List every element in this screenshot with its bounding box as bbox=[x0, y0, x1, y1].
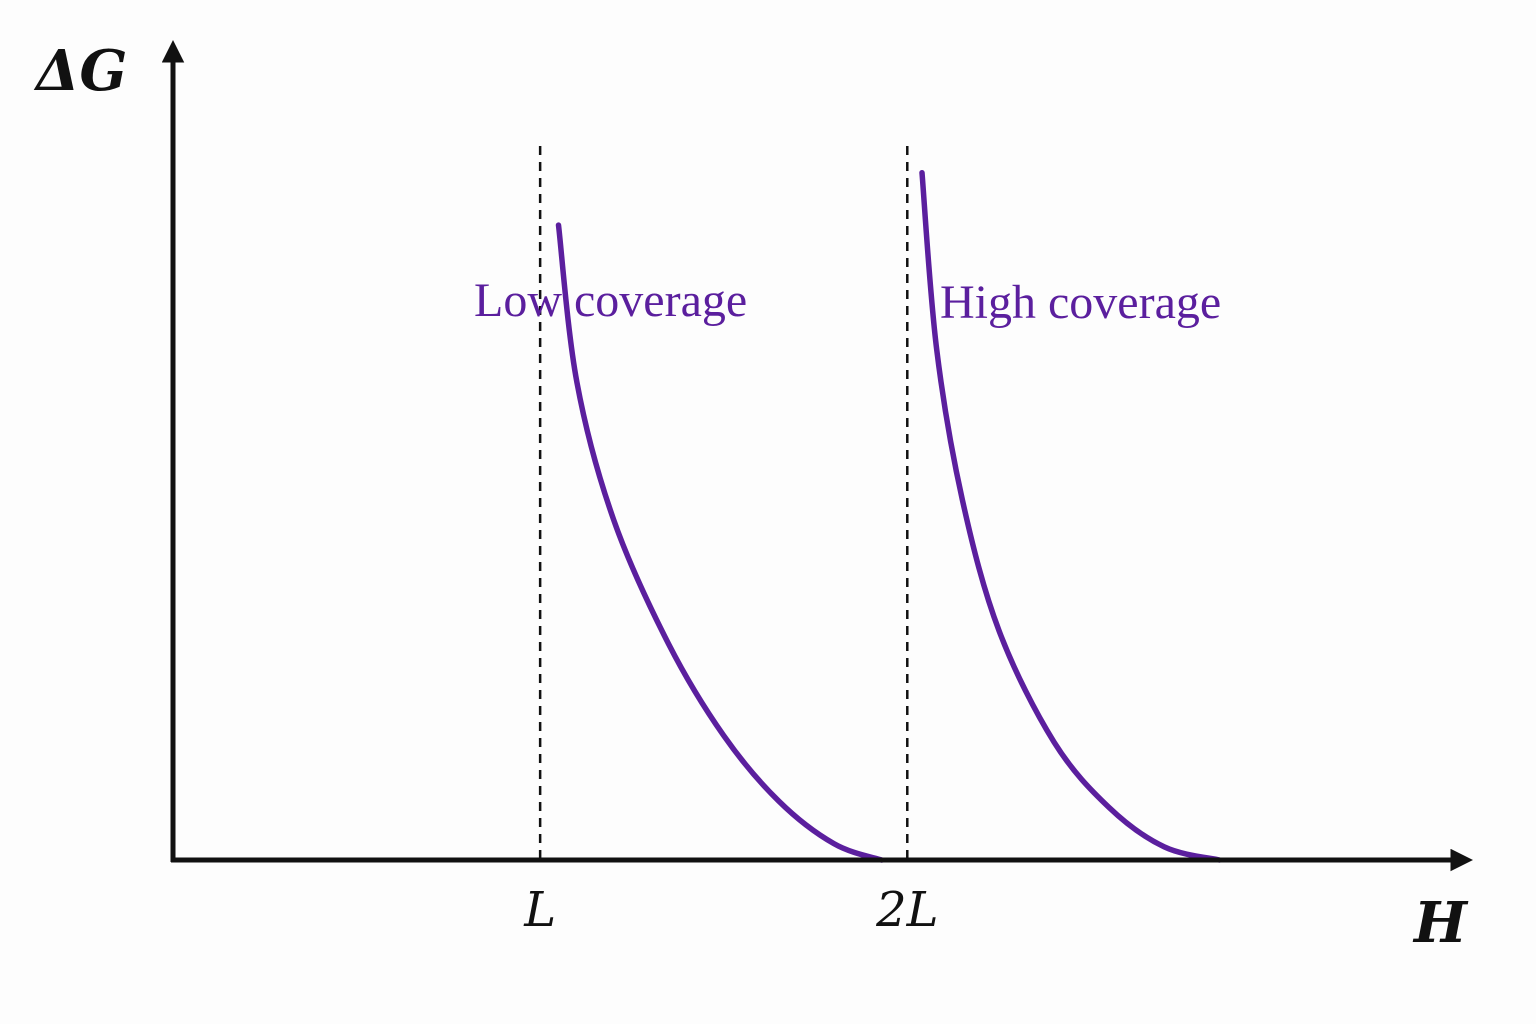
y-axis-label: ΔG bbox=[33, 38, 127, 104]
curves bbox=[555, 169, 1223, 863]
x-axis-label: H bbox=[1412, 890, 1469, 956]
series-line-2 bbox=[919, 169, 1223, 863]
series-labels: Low coverage High coverage bbox=[474, 274, 1221, 329]
x-tick-label-1: L bbox=[523, 882, 556, 938]
reference-lines bbox=[538, 146, 909, 860]
series-line-1 bbox=[555, 222, 885, 863]
series-label-1: Low coverage bbox=[474, 274, 747, 327]
x-tick-labels: L 2L bbox=[523, 882, 938, 938]
x-tick-label-2: 2L bbox=[875, 882, 938, 938]
series-label-2: High coverage bbox=[940, 276, 1221, 329]
